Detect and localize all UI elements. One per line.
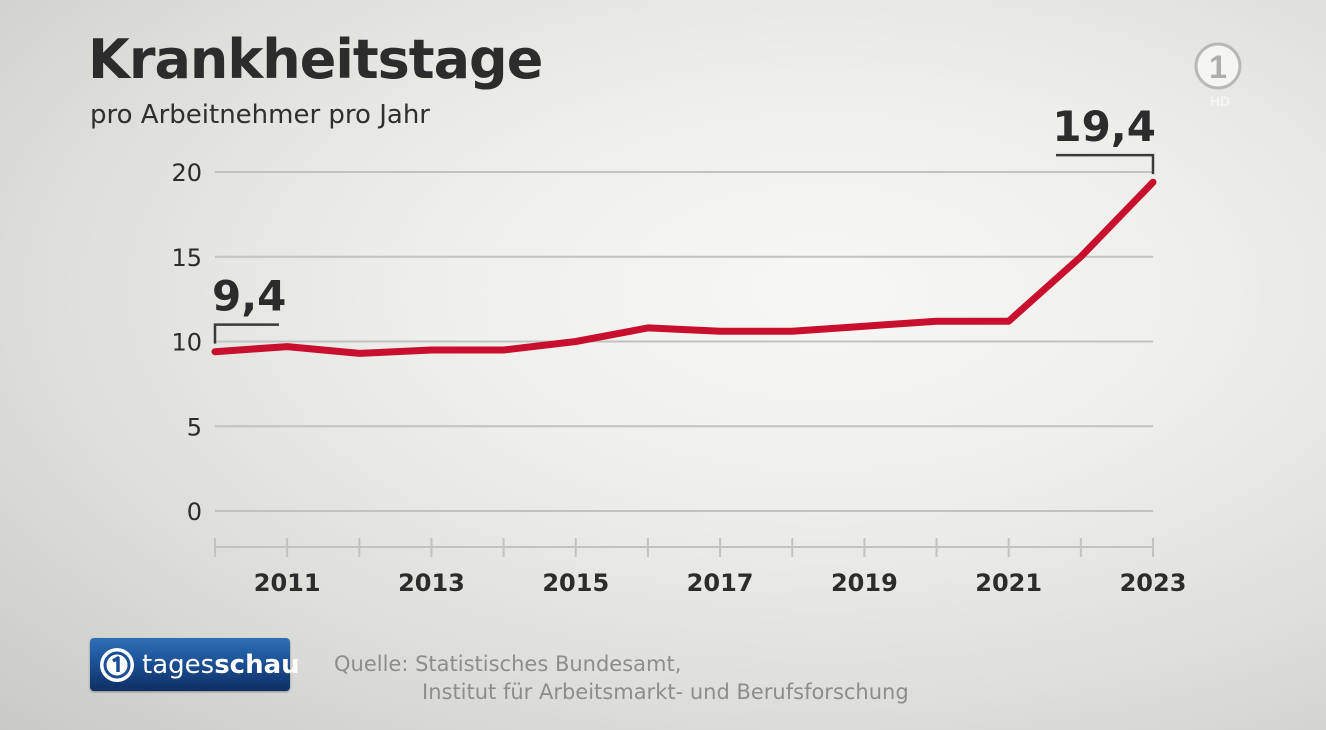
chart-subtitle: pro Arbeitnehmer pro Jahr <box>90 100 430 130</box>
y-tick-label: 20 <box>171 159 202 187</box>
x-tick-label: 2023 <box>1120 569 1187 597</box>
x-tick-label: 2011 <box>254 569 321 597</box>
brand-light-text: tages <box>142 649 215 680</box>
x-tick-label: 2015 <box>542 569 609 597</box>
y-tick-label: 0 <box>187 498 202 526</box>
x-tick-label: 2017 <box>687 569 754 597</box>
series-line <box>211 178 1157 357</box>
brand-bold-text: schau <box>214 649 300 680</box>
ard-logo-icon: 1 HD <box>1194 42 1242 109</box>
hd-label: HD <box>1210 93 1230 109</box>
annotation-label: 19,4 <box>1052 102 1156 151</box>
x-tick-label: 2019 <box>831 569 898 597</box>
chart-title: Krankheitstage <box>88 28 543 91</box>
source-line-2: Institut für Arbeitsmarkt- und Berufsfor… <box>422 680 909 704</box>
tagesschau-wordmark: tagesschau <box>142 650 300 680</box>
annotation-label: 9,4 <box>212 272 286 321</box>
y-tick-label: 15 <box>171 244 202 272</box>
source-line-1: Quelle: Statistisches Bundesamt, <box>334 652 682 676</box>
y-tick-label: 5 <box>187 413 202 441</box>
annotation-bracket <box>1056 153 1155 175</box>
ard-logo-number: 1 <box>1209 49 1227 85</box>
ard-one-icon <box>100 647 134 682</box>
x-tick-label: 2013 <box>398 569 465 597</box>
x-tick-label: 2021 <box>975 569 1042 597</box>
annotation-bracket <box>213 323 279 344</box>
source-note: Quelle: Statistisches Bundesamt, Institu… <box>334 650 909 706</box>
tagesschau-logo: tagesschau <box>90 638 300 691</box>
y-tick-label: 10 <box>171 329 202 357</box>
